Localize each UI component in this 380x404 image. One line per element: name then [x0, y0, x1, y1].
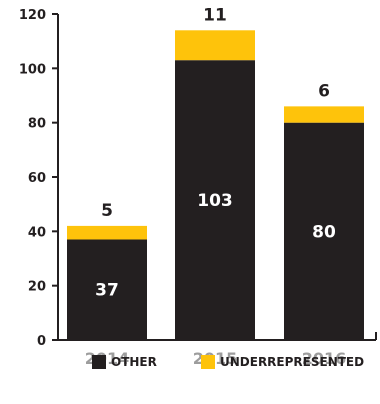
legend-label-underrepresented: UNDERREPRESENTED — [220, 355, 364, 369]
axes-group: 0 20 40 60 80 100 120 — [19, 8, 377, 349]
data-label-other: 80 — [312, 222, 336, 242]
data-label-other: 37 — [95, 281, 119, 301]
legend: OTHER UNDERREPRESENTED — [92, 355, 364, 369]
y-tick-label: 120 — [19, 8, 46, 23]
data-label-other: 103 — [197, 191, 233, 211]
y-tick-label: 100 — [19, 62, 46, 77]
bar-other-2015 — [175, 60, 255, 340]
legend-label-other: OTHER — [111, 355, 157, 369]
data-label-underrepresented: 6 — [318, 81, 330, 101]
data-label-underrepresented: 11 — [203, 5, 227, 25]
legend-swatch-other — [92, 355, 106, 369]
y-tick-label: 0 — [37, 334, 46, 349]
y-tick-label: 40 — [28, 225, 46, 240]
y-tick-label: 60 — [28, 171, 46, 186]
bar-underrepresented-2014 — [67, 225, 147, 240]
bar-other-2016 — [284, 122, 364, 341]
labels-group: 20142015201637510311806 — [85, 5, 347, 368]
x-category-label: 2016 — [302, 349, 347, 368]
bar-underrepresented-2015 — [175, 30, 255, 61]
bar-underrepresented-2016 — [284, 106, 364, 123]
y-tick-label: 20 — [28, 280, 46, 295]
bar-other-2014 — [67, 239, 147, 340]
bars-group — [67, 30, 364, 341]
y-tick-label: 80 — [28, 117, 46, 132]
data-label-underrepresented: 5 — [101, 201, 113, 221]
legend-swatch-underrepresented — [201, 355, 215, 369]
